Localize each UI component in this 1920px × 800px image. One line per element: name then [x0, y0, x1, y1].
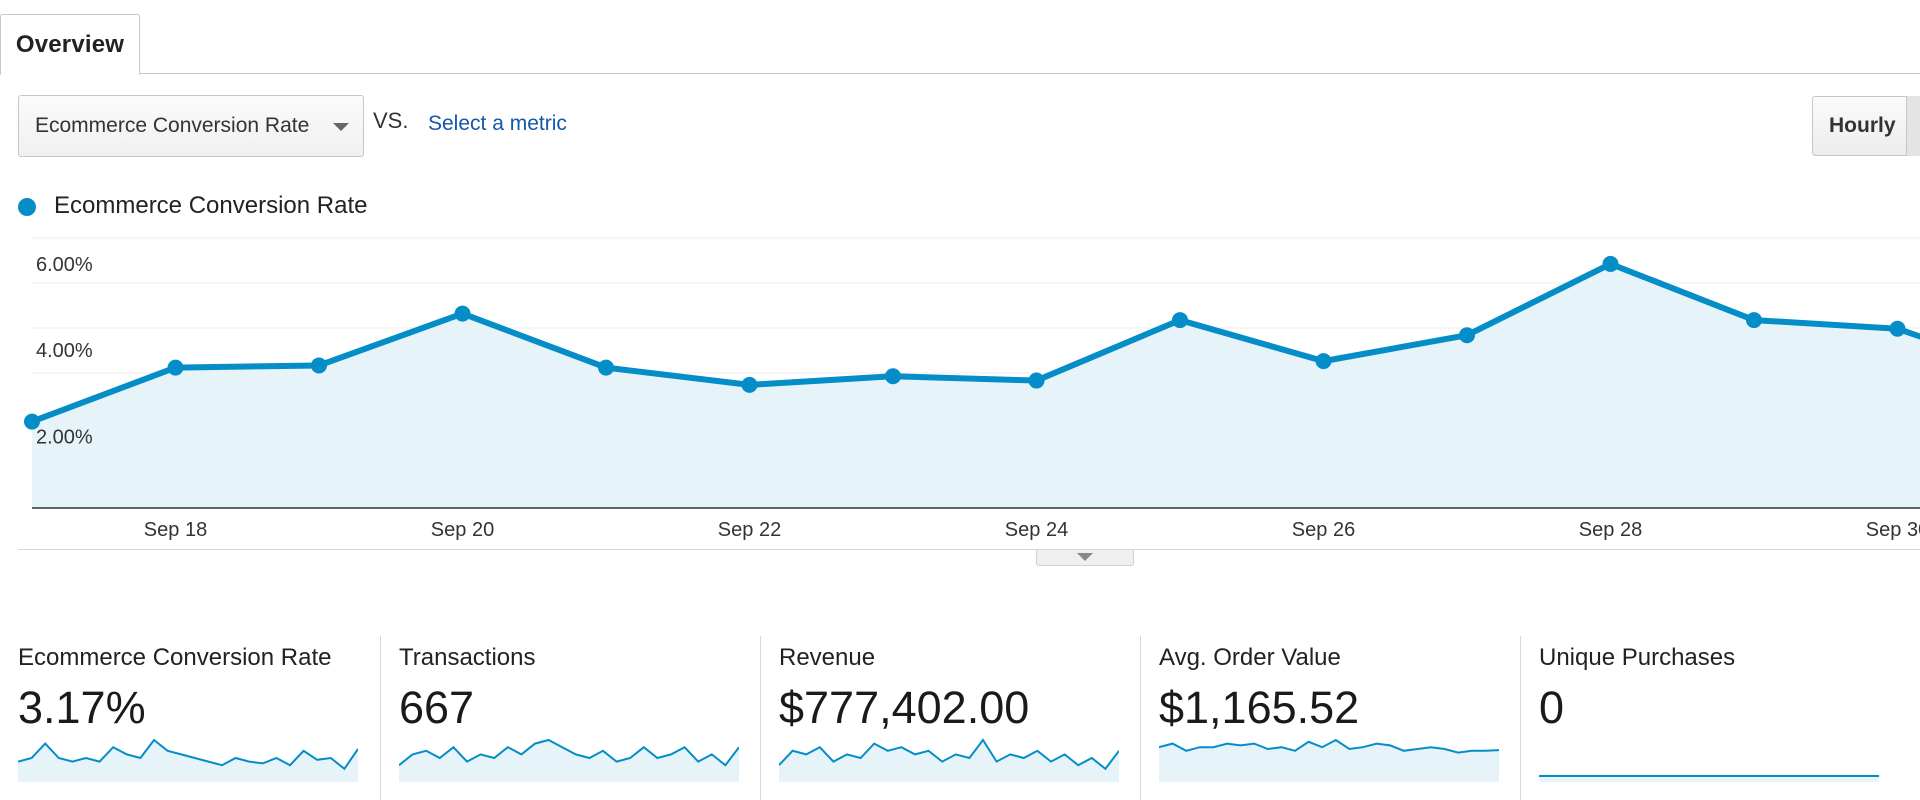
conversion-rate-chart: 2.00% 4.00% 6.00% Sep 18 Sep 20 Sep 22 Sep 24 S…	[24, 237, 1920, 540]
scorecard-label: Revenue	[779, 644, 876, 671]
series-line	[30, 260, 1920, 425]
hourly-button[interactable]: Hourly	[1812, 96, 1920, 156]
sparkline-area	[399, 740, 739, 782]
sparkline-line	[18, 738, 358, 771]
sparkline	[779, 738, 1119, 782]
data-point[interactable]	[598, 359, 614, 376]
scorecard-value: 0	[1539, 682, 1565, 733]
x-tick-label: Sep 28	[1579, 519, 1642, 540]
scorecard-label: Transactions	[399, 644, 536, 671]
data-point[interactable]	[885, 368, 901, 385]
sparkline-line	[399, 738, 739, 767]
sparkline-area	[18, 740, 358, 782]
x-tick-label: Sep 26	[1292, 519, 1355, 540]
legend-dot-icon	[18, 198, 36, 216]
sparkline-line	[779, 738, 1119, 771]
data-point[interactable]	[1028, 372, 1045, 389]
sparkline	[1159, 738, 1499, 782]
sparkline	[18, 738, 358, 782]
sparkline-area	[779, 740, 1119, 782]
primary-metric-value: Ecommerce Conversion Rate	[35, 114, 310, 137]
legend-label: Ecommerce Conversion Rate	[54, 192, 368, 219]
scorecard-unique-purchases[interactable]: Unique Purchases 0	[1520, 636, 1900, 800]
data-point[interactable]	[1315, 353, 1332, 370]
data-point[interactable]	[454, 305, 471, 322]
y-tick-label: 4.00%	[36, 340, 93, 362]
data-point[interactable]	[311, 357, 327, 374]
primary-metric-dropdown[interactable]: Ecommerce Conversion Rate	[18, 95, 364, 157]
x-tick-label: Sep 22	[718, 519, 781, 540]
vs-label: VS.	[373, 108, 409, 133]
x-tick-label: Sep 18	[144, 519, 207, 540]
scorecard-label: Avg. Order Value	[1159, 644, 1341, 671]
y-tick-label: 2.00%	[36, 427, 93, 449]
collapse-chart-handle[interactable]	[1036, 550, 1134, 566]
series-area	[32, 263, 1920, 508]
scorecard-transactions[interactable]: Transactions 667	[380, 636, 760, 800]
chevron-down-icon	[333, 123, 349, 131]
data-point[interactable]	[1172, 312, 1188, 329]
data-point[interactable]	[741, 376, 758, 393]
x-tick-label: Sep 24	[1005, 519, 1068, 540]
granularity-next-button[interactable]	[1906, 96, 1920, 156]
data-point[interactable]	[1746, 312, 1762, 329]
sparkline-area	[1159, 740, 1499, 782]
scorecard-avg-order-value[interactable]: Avg. Order Value $1,165.52	[1140, 636, 1520, 800]
data-point[interactable]	[1459, 327, 1475, 344]
chart-divider	[18, 549, 1920, 550]
scorecard-value: 667	[399, 682, 475, 733]
scorecard-label: Unique Purchases	[1539, 644, 1736, 671]
data-point[interactable]	[167, 359, 184, 376]
sparkline-area	[1539, 776, 1879, 782]
scorecard-value: $777,402.00	[779, 682, 1030, 733]
select-metric-link[interactable]: Select a metric	[428, 112, 567, 135]
sparkline-line	[1159, 738, 1499, 754]
sparkline	[1539, 775, 1879, 782]
x-tick-label: Sep 20	[431, 519, 494, 540]
data-point[interactable]	[1889, 320, 1906, 337]
tab-bar: Overview	[0, 0, 1920, 75]
caret-down-icon	[1077, 553, 1093, 561]
sparkline	[399, 738, 739, 782]
scorecard-revenue[interactable]: Revenue $777,402.00	[760, 636, 1140, 800]
data-point[interactable]	[24, 413, 40, 430]
scorecard-value: 3.17%	[18, 682, 146, 733]
y-tick-label: 6.00%	[36, 254, 93, 276]
x-tick-label: Sep 30	[1866, 519, 1920, 540]
scorecard-conversion-rate[interactable]: Ecommerce Conversion Rate 3.17%	[0, 636, 380, 800]
scorecard-value: $1,165.52	[1159, 682, 1360, 733]
scorecards: Ecommerce Conversion Rate 3.17% Transact…	[0, 636, 1920, 800]
tab-overview[interactable]: Overview	[0, 14, 140, 75]
data-point[interactable]	[1602, 255, 1619, 272]
scorecard-label: Ecommerce Conversion Rate	[18, 644, 332, 671]
